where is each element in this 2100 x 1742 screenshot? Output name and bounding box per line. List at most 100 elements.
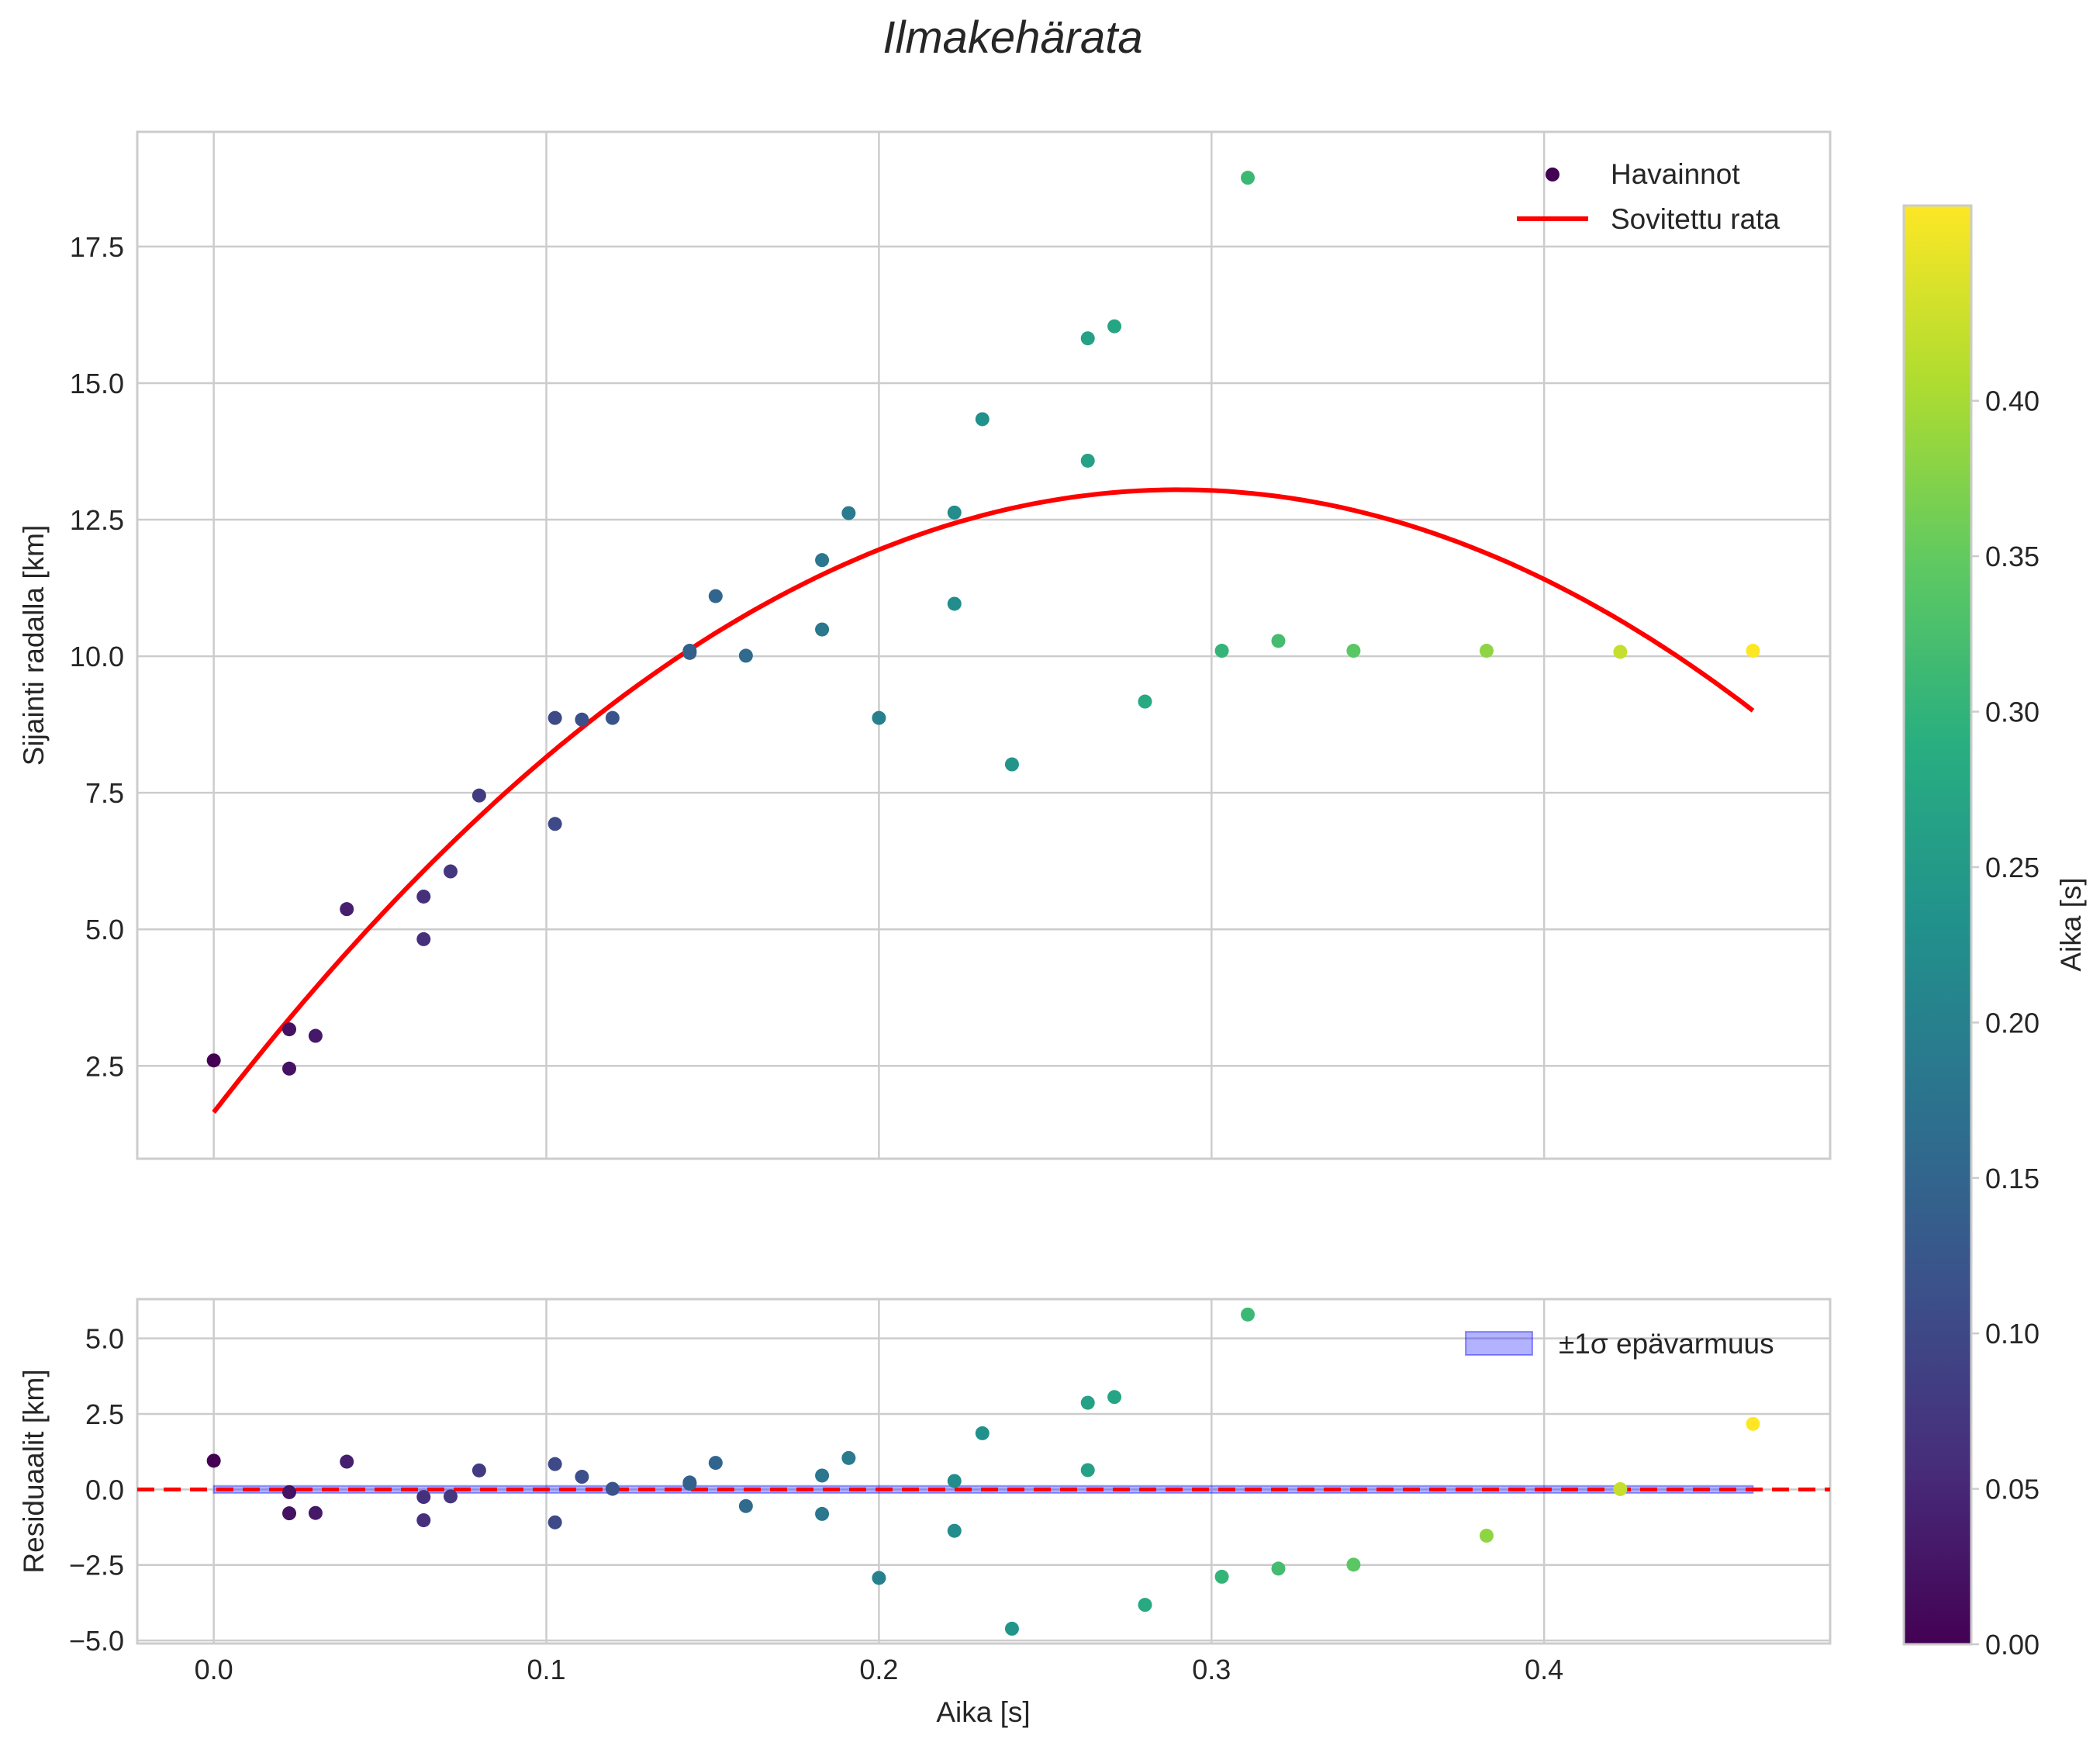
observation-point bbox=[416, 889, 431, 904]
residual-point bbox=[471, 1463, 486, 1478]
observation-point bbox=[471, 788, 486, 803]
main-legend: Havainnot Sovitettu rata bbox=[1517, 158, 1780, 235]
residual-point bbox=[947, 1523, 962, 1538]
colorbar-tick-label: 0.25 bbox=[1985, 852, 2040, 883]
residual-point bbox=[281, 1485, 296, 1499]
observation-point bbox=[947, 505, 962, 520]
colorbar-label: Aika [s] bbox=[2055, 877, 2087, 971]
residual-y-tick-labels: −5.0 −2.5 0.0 2.5 5.0 bbox=[69, 1323, 124, 1657]
residual-point bbox=[1080, 1395, 1095, 1410]
x-tick-labels: 0.0 0.1 0.2 0.3 0.4 bbox=[195, 1654, 1564, 1685]
residual-legend: ±1σ epävarmuus bbox=[1465, 1328, 1774, 1360]
residual-point bbox=[575, 1470, 589, 1485]
main-y-tick-label: 2.5 bbox=[85, 1050, 124, 1082]
observation-point bbox=[1080, 331, 1095, 346]
observation-point bbox=[708, 589, 723, 603]
observation-point bbox=[1080, 453, 1095, 468]
colorbar-tick-label: 0.05 bbox=[1985, 1474, 2040, 1505]
residual-point bbox=[1241, 1307, 1256, 1322]
observation-point bbox=[308, 1028, 323, 1043]
residual-y-tick-label: 0.0 bbox=[85, 1474, 124, 1505]
main-y-tick-label: 17.5 bbox=[70, 231, 124, 263]
colorbar-tick-label: 0.00 bbox=[1985, 1629, 2040, 1661]
residual-point bbox=[281, 1506, 296, 1521]
x-axis-label: Aika [s] bbox=[936, 1696, 1030, 1728]
x-tick-label: 0.4 bbox=[1525, 1654, 1563, 1685]
residual-point bbox=[975, 1426, 990, 1440]
observation-point bbox=[1346, 644, 1361, 658]
observation-points bbox=[206, 171, 1760, 1076]
residual-point bbox=[416, 1490, 431, 1505]
residual-point bbox=[1746, 1416, 1760, 1431]
residual-point bbox=[815, 1506, 830, 1521]
residual-y-tick-label: 2.5 bbox=[85, 1398, 124, 1430]
colorbar-tick-label: 0.35 bbox=[1985, 541, 2040, 572]
observation-point bbox=[605, 710, 620, 725]
observation-point bbox=[1241, 171, 1256, 185]
residual-y-tick-label: −5.0 bbox=[69, 1625, 124, 1657]
observation-point bbox=[575, 712, 589, 727]
residual-point bbox=[416, 1513, 431, 1528]
observation-point bbox=[1479, 644, 1494, 658]
residual-point bbox=[547, 1457, 562, 1471]
colorbar-gradient bbox=[1902, 204, 1973, 1646]
colorbar: 0.00 0.05 0.10 0.15 0.20 0.25 0.30 0.35 0.40 Aik… bbox=[1902, 204, 2087, 1661]
main-y-tick-label: 7.5 bbox=[85, 777, 124, 809]
x-tick-label: 0.2 bbox=[859, 1654, 898, 1685]
residual-point bbox=[1214, 1569, 1229, 1584]
observation-point bbox=[547, 710, 562, 725]
observation-point bbox=[281, 1022, 296, 1037]
observation-point bbox=[1107, 319, 1122, 334]
colorbar-tick-label: 0.10 bbox=[1985, 1318, 2040, 1350]
observation-point bbox=[1746, 644, 1760, 658]
residual-point bbox=[340, 1454, 354, 1469]
observation-point bbox=[340, 902, 354, 917]
residual-point bbox=[1107, 1390, 1122, 1405]
main-y-tick-label: 15.0 bbox=[70, 368, 124, 399]
residual-point bbox=[547, 1515, 562, 1529]
x-tick-label: 0.1 bbox=[527, 1654, 565, 1685]
observation-point bbox=[947, 596, 962, 611]
residual-point bbox=[1479, 1528, 1494, 1543]
legend-marker-observations bbox=[1546, 168, 1559, 181]
legend-marker-uncertainty bbox=[1465, 1331, 1533, 1356]
residual-point bbox=[1613, 1481, 1628, 1496]
residual-y-tick-label: −2.5 bbox=[69, 1550, 124, 1581]
observation-point bbox=[416, 931, 431, 946]
residual-panel: −5.0 −2.5 0.0 2.5 5.0 0.0 0.1 0.2 0.3 0.4 Residu… bbox=[18, 1298, 1832, 1728]
observation-point bbox=[815, 622, 830, 637]
residual-panel-frame bbox=[136, 1298, 1832, 1645]
residual-point bbox=[738, 1498, 753, 1513]
observation-point bbox=[1138, 694, 1152, 709]
observation-point bbox=[206, 1053, 221, 1068]
residual-point bbox=[1080, 1463, 1095, 1478]
observation-point bbox=[1004, 757, 1019, 772]
main-grid bbox=[137, 132, 1830, 1159]
residual-point bbox=[947, 1474, 962, 1488]
colorbar-tick-label: 0.40 bbox=[1985, 385, 2040, 417]
main-y-tick-label: 12.5 bbox=[70, 504, 124, 536]
colorbar-tick-label: 0.30 bbox=[1985, 696, 2040, 728]
main-y-tick-label: 5.0 bbox=[85, 914, 124, 945]
observation-point bbox=[1271, 634, 1286, 648]
colorbar-tick-label: 0.20 bbox=[1985, 1007, 2040, 1039]
fitted-trajectory-line bbox=[212, 487, 1755, 1114]
observation-point bbox=[547, 817, 562, 831]
residual-point bbox=[841, 1450, 856, 1465]
observation-point bbox=[815, 553, 830, 568]
residual-point bbox=[815, 1468, 830, 1483]
chart-title: Ilmakehärata bbox=[882, 12, 1142, 63]
legend-label-uncertainty: ±1σ epävarmuus bbox=[1559, 1328, 1774, 1360]
residual-point bbox=[1138, 1598, 1152, 1612]
colorbar-tick-labels: 0.00 0.05 0.10 0.15 0.20 0.25 0.30 0.35 0.40 bbox=[1971, 385, 2040, 1661]
residual-point bbox=[605, 1481, 620, 1496]
observation-point bbox=[281, 1061, 296, 1076]
x-tick-label: 0.3 bbox=[1192, 1654, 1231, 1685]
observation-point bbox=[738, 648, 753, 663]
residual-y-tick-label: 5.0 bbox=[85, 1323, 124, 1355]
residual-point bbox=[1346, 1557, 1361, 1572]
residual-point bbox=[682, 1476, 697, 1491]
legend-label-fit: Sovitettu rata bbox=[1611, 203, 1780, 235]
colorbar-tick-label: 0.15 bbox=[1985, 1163, 2040, 1194]
